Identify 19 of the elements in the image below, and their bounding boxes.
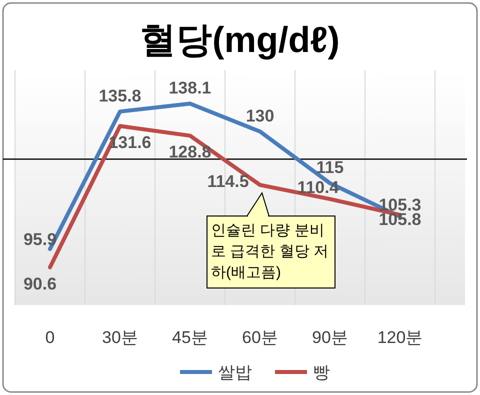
x-tick-label: 60분 [242,328,278,347]
x-tick-label: 30분 [102,328,138,347]
data-label: 115 [316,158,344,178]
x-tick-label: 120분 [377,328,423,347]
data-label: 105.8 [378,210,422,229]
data-label: 135.8 [98,86,142,106]
data-label: 138.1 [168,78,212,98]
data-label: 90.6 [23,274,57,294]
data-label: 114.5 [207,172,249,191]
legend-label: 쌀밥 [218,363,252,382]
x-tick-label: 0 [45,328,55,347]
chart-title: 혈당(mg/dℓ) [140,19,340,60]
x-tick-label: 45분 [172,328,208,347]
data-label: 130 [246,106,274,126]
x-tick-label: 90분 [312,328,348,347]
legend-label: 빵 [313,363,330,382]
annotation: 인슐린 다량 분비로 급격한 혈당 저하(배고픔) [211,221,330,283]
callout: 인슐린 다량 분비로 급격한 혈당 저하(배고픔) [206,192,336,288]
data-label: 128.8 [168,142,212,162]
